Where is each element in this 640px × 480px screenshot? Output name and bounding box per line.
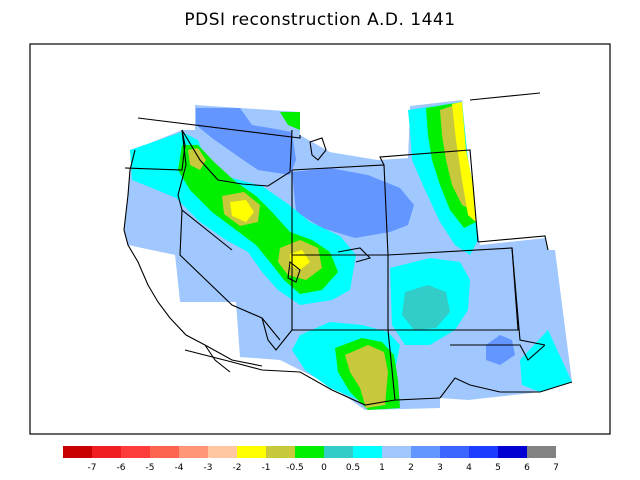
legend-swatch	[92, 446, 121, 458]
legend-swatch	[208, 446, 237, 458]
kansas-east	[511, 247, 546, 346]
legend-swatches	[63, 446, 556, 458]
no-data-north	[300, 106, 410, 160]
legend-swatch	[179, 446, 208, 458]
legend-swatch	[411, 446, 440, 458]
boundaries	[123, 92, 573, 406]
legend-swatch	[121, 446, 150, 458]
nd-sd	[379, 149, 479, 243]
legend-swatch	[324, 446, 353, 458]
mexico-border	[184, 349, 396, 406]
great-salt-lake	[309, 137, 327, 161]
patch-teal-east	[402, 285, 450, 330]
nebraska	[477, 235, 549, 251]
legend-swatch	[469, 446, 498, 458]
legend-swatch	[266, 446, 295, 458]
canada-border-east	[469, 92, 541, 101]
legend-tick-label: 6	[524, 463, 530, 473]
legend-tick-label: -3	[204, 463, 213, 473]
utah-east	[291, 255, 389, 331]
legend-tick-label: -6	[117, 463, 126, 473]
legend-tick-label: 0.5	[346, 463, 360, 473]
lake-small	[287, 260, 301, 283]
nevada-california	[179, 209, 281, 341]
patch-blue-north	[196, 108, 296, 175]
legend-tick-label: -7	[88, 463, 97, 473]
patch-yellow-central	[230, 200, 254, 222]
oklahoma	[450, 344, 546, 361]
patch-blue-central	[292, 168, 414, 238]
washington-oregon	[124, 129, 186, 171]
legend-tick-label: 3	[437, 463, 443, 473]
idaho-west	[177, 129, 233, 251]
legend-tick-label: 7	[553, 463, 559, 473]
legend-tick-label: -2	[233, 463, 242, 473]
legend-tick-label: 0	[321, 463, 327, 473]
map-title: PDSI reconstruction A.D. 1441	[184, 10, 456, 30]
legend-tick-label: -1	[262, 463, 271, 473]
legend-tick-label: -0.5	[286, 463, 304, 473]
no-data-west	[124, 245, 180, 302]
patch-green-top	[280, 112, 300, 130]
legend-tick-label: -5	[146, 463, 155, 473]
legend-tick-label: 4	[466, 463, 472, 473]
legend-tick-label: 2	[408, 463, 414, 473]
legend-swatch	[63, 446, 92, 458]
legend-tick-label: 5	[495, 463, 501, 473]
legend-tick-label: -4	[175, 463, 184, 473]
legend-ticks: -7 -6 -5 -4 -3 -2 -1 -0.5 0 0.5 1 2 3 4 5 6 7	[88, 463, 559, 473]
legend-swatch	[353, 446, 382, 458]
lake-east	[337, 247, 372, 263]
legend-swatch	[237, 446, 266, 458]
legend-swatch	[498, 446, 527, 458]
patch-olive-south	[345, 345, 388, 408]
patch-blue-southeast	[486, 335, 515, 365]
canada-border	[137, 117, 301, 139]
arizona-west	[261, 317, 293, 351]
no-data-northeast	[468, 97, 545, 245]
legend-tick-label: 1	[379, 463, 385, 473]
baja-coast	[204, 344, 231, 373]
legend-swatch	[382, 446, 411, 458]
patch-cyan-southeast	[520, 330, 572, 392]
legend-swatch	[150, 446, 179, 458]
legend-swatch	[440, 446, 469, 458]
legend-swatch	[295, 446, 324, 458]
texas-panhandle	[439, 377, 573, 399]
colorado	[387, 247, 519, 331]
patch-olive-nw	[188, 148, 206, 170]
idaho-montana	[181, 129, 293, 187]
patch-yellow-northeast	[452, 102, 476, 222]
legend-swatch	[527, 446, 556, 458]
